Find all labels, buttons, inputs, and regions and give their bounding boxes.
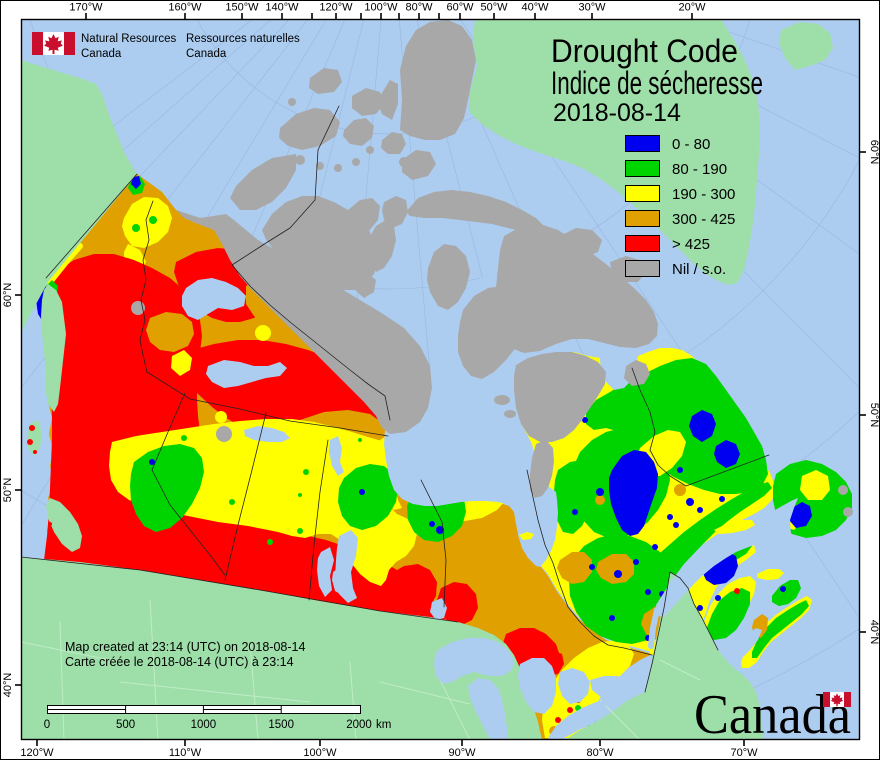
svg-text:Drought Code: Drought Code [551,33,738,69]
svg-text:190 - 300: 190 - 300 [672,186,735,203]
svg-text:170°W: 170°W [69,2,103,14]
svg-text:80 - 190: 80 - 190 [672,161,727,178]
svg-text:50°N: 50°N [2,478,14,503]
svg-text:Natural Resources: Natural Resources [81,33,176,45]
svg-text:50°N: 50°N [868,403,880,428]
svg-text:Canada: Canada [81,48,122,60]
svg-text:60°N: 60°N [868,140,880,165]
svg-text:Map created at 23:14 (UTC) on: Map created at 23:14 (UTC) on 2018-08-14 [65,640,305,654]
svg-text:100°W: 100°W [364,2,398,14]
svg-text:70°W: 70°W [730,747,758,759]
svg-text:50°W: 50°W [480,2,508,14]
svg-text:> 425: > 425 [672,236,710,253]
svg-text:80°W: 80°W [586,747,614,759]
svg-text:60°W: 60°W [446,2,474,14]
svg-text:150°W: 150°W [225,2,259,14]
svg-text:90°W: 90°W [448,747,476,759]
svg-text:160°W: 160°W [168,2,202,14]
svg-text:Nil / s.o.: Nil / s.o. [672,261,726,278]
svg-text:20°W: 20°W [678,2,706,14]
svg-text:1000: 1000 [191,719,217,731]
svg-text:Ressources naturelles: Ressources naturelles [186,33,300,45]
svg-text:40°W: 40°W [521,2,549,14]
svg-text:120°W: 120°W [319,2,353,14]
svg-text:km: km [376,719,391,731]
svg-text:110°W: 110°W [169,747,202,759]
svg-text:80°W: 80°W [405,2,433,14]
svg-text:60°N: 60°N [2,283,14,308]
svg-text:300 - 425: 300 - 425 [672,211,735,228]
svg-text:1500: 1500 [268,719,294,731]
svg-text:100°W: 100°W [303,747,337,759]
svg-text:Indice de sécheresse: Indice de sécheresse [551,65,763,101]
svg-text:2018-08-14: 2018-08-14 [553,99,681,127]
svg-text:0 - 80: 0 - 80 [672,136,710,153]
svg-text:0: 0 [44,719,50,731]
svg-text:40°N: 40°N [2,673,14,698]
svg-text:2000: 2000 [346,719,372,731]
svg-text:30°W: 30°W [578,2,606,14]
svg-text:Canada: Canada [186,48,227,60]
svg-text:500: 500 [116,719,135,731]
svg-text:140°W: 140°W [265,2,299,14]
svg-text:40°N: 40°N [868,620,880,645]
svg-text:120°W: 120°W [20,747,54,759]
svg-text:Carte créée le 2018-08-14 (UTC: Carte créée le 2018-08-14 (UTC) à 23:14 [65,655,294,669]
